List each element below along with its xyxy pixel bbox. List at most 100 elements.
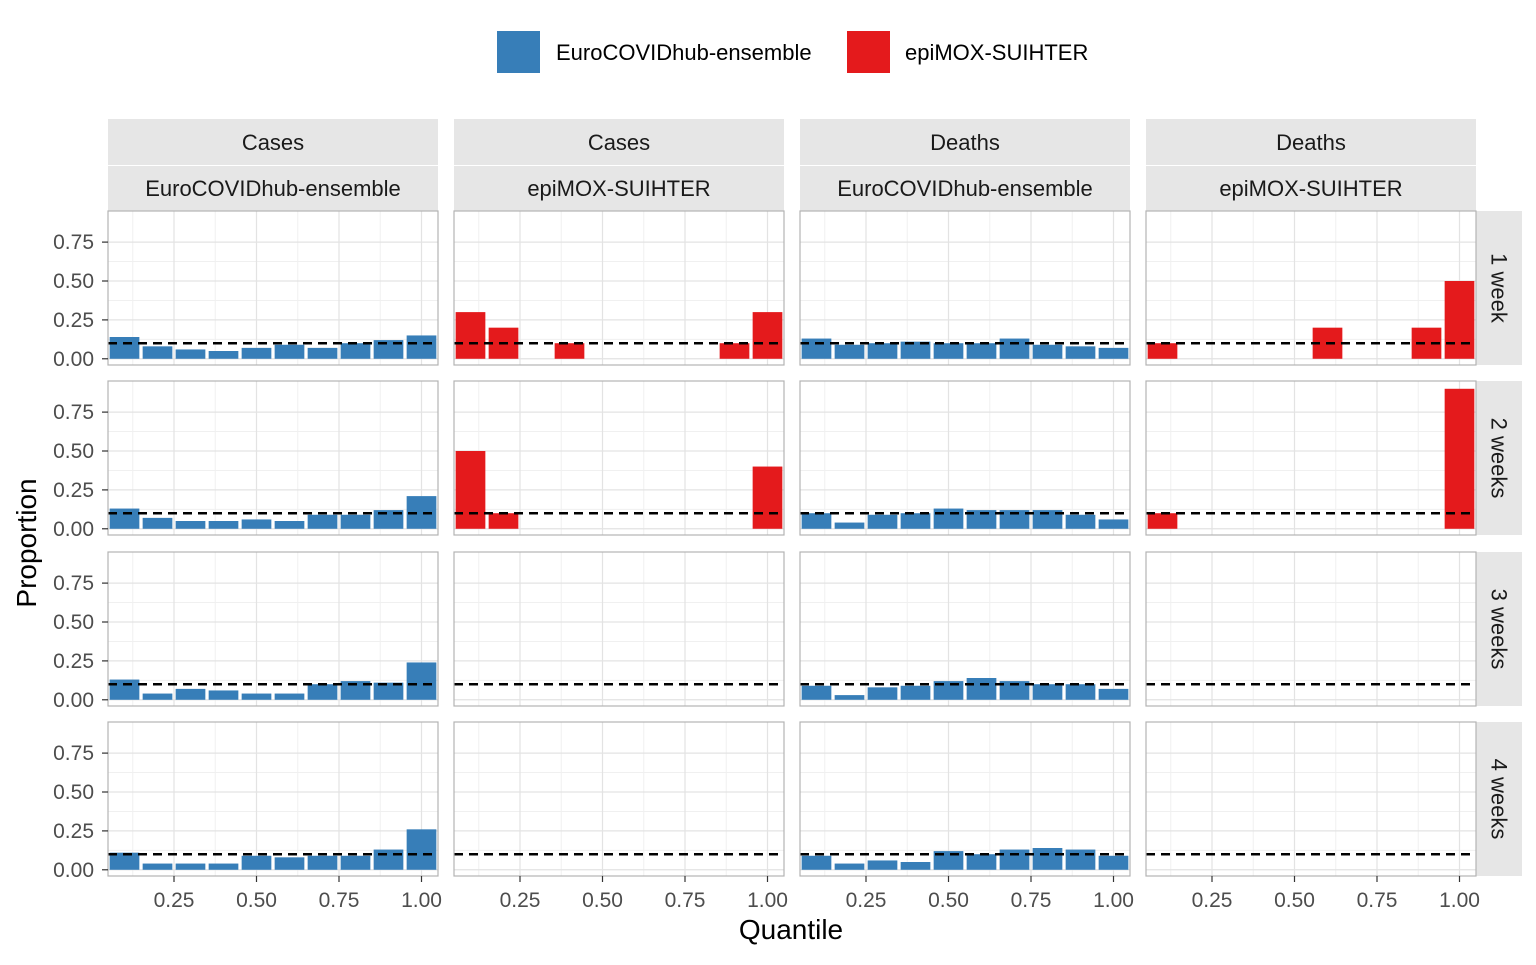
panel-border-2-4 [1145, 380, 1477, 536]
bar-2-4-10 [1444, 388, 1475, 529]
panel-bg-1-3 [800, 211, 1130, 365]
bar-2-3-9 [1065, 514, 1096, 529]
y-tick-label-4-1: 0.00 [53, 859, 94, 882]
bar-4-3-6 [966, 854, 997, 870]
bar-2-3-8 [1032, 510, 1063, 529]
y-tick-label-2-3: 0.50 [53, 440, 94, 463]
bar-2-4-1 [1147, 513, 1178, 529]
strip-model-label-2: epiMOX-SUIHTER [527, 176, 710, 201]
strip-model-label-4: epiMOX-SUIHTER [1219, 176, 1402, 201]
bar-3-1-7 [307, 684, 338, 700]
bar-2-3-1 [801, 513, 832, 529]
panel-bg-3-3 [800, 552, 1130, 706]
y-tick-label-1-1: 0.00 [53, 348, 94, 371]
bar-4-3-4 [900, 862, 931, 870]
bar-1-3-6 [966, 343, 997, 359]
x-tick-label-1-4: 1.00 [401, 889, 442, 912]
y-tick-label-1-3: 0.50 [53, 270, 94, 293]
bar-1-2-9 [719, 343, 750, 359]
bar-4-1-8 [340, 855, 371, 870]
bar-4-3-7 [999, 849, 1030, 870]
x-tick-label-3-2: 0.50 [928, 889, 969, 912]
bar-3-3-7 [999, 681, 1030, 700]
bar-1-4-10 [1444, 281, 1475, 359]
bar-3-1-2 [142, 693, 173, 700]
bar-2-3-2 [834, 522, 865, 529]
panel-border-3-4 [1145, 551, 1477, 707]
strip-model-label-3: EuroCOVIDhub-ensemble [837, 176, 1093, 201]
bar-4-1-7 [307, 855, 338, 870]
bar-4-3-10 [1098, 855, 1129, 870]
bar-2-3-4 [900, 513, 931, 529]
bar-1-3-7 [999, 338, 1030, 359]
bar-1-1-10 [406, 335, 437, 359]
legend-swatch-2 [847, 31, 890, 73]
panel-border-3-2 [453, 551, 785, 707]
panel-border-2-2 [453, 380, 785, 536]
panel-border-4-3 [799, 721, 1131, 877]
bar-4-3-2 [834, 863, 865, 870]
bar-4-3-5 [933, 851, 964, 870]
bar-1-1-8 [340, 343, 371, 359]
y-tick-label-2-2: 0.25 [53, 479, 94, 502]
y-tick-label-1-2: 0.25 [53, 309, 94, 332]
panel-border-1-3 [799, 210, 1131, 366]
strip-model-label-1: EuroCOVIDhub-ensemble [145, 176, 401, 201]
bar-1-1-7 [307, 347, 338, 359]
bar-4-3-3 [867, 860, 898, 870]
bar-2-2-1 [455, 451, 486, 529]
bar-2-3-5 [933, 508, 964, 529]
x-tick-label-4-1: 0.25 [1192, 889, 1233, 912]
x-tick-label-4-3: 0.75 [1357, 889, 1398, 912]
bar-2-1-3 [175, 521, 206, 529]
bar-3-1-3 [175, 688, 206, 700]
bar-4-3-8 [1032, 848, 1063, 870]
y-tick-label-4-2: 0.25 [53, 820, 94, 843]
panel-bg-3-2 [454, 552, 784, 706]
strip-horizon-label-4: 4 weeks [1487, 759, 1512, 840]
bar-2-1-4 [208, 521, 239, 529]
bar-2-1-5 [241, 519, 272, 529]
panel-bg-2-2 [454, 381, 784, 535]
y-tick-label-1-4: 0.75 [53, 231, 94, 254]
bar-3-1-6 [274, 693, 305, 700]
bar-4-1-3 [175, 863, 206, 870]
panel-border-4-4 [1145, 721, 1477, 877]
strip-model-bg-4 [1146, 166, 1476, 211]
bar-3-3-4 [900, 685, 931, 700]
bar-2-2-2 [488, 513, 519, 529]
legend-label-2: epiMOX-SUIHTER [905, 40, 1088, 65]
bar-1-3-10 [1098, 347, 1129, 359]
panel-border-2-3 [799, 380, 1131, 536]
panel-bg-2-4 [1146, 381, 1476, 535]
bar-2-3-10 [1098, 519, 1129, 529]
bar-4-1-5 [241, 855, 272, 870]
strip-horizon-bg-4 [1476, 722, 1522, 876]
bar-1-3-1 [801, 338, 832, 359]
bar-2-1-9 [373, 510, 404, 529]
x-tick-label-2-3: 0.75 [665, 889, 706, 912]
bar-3-1-1 [109, 679, 140, 700]
bar-1-1-9 [373, 340, 404, 359]
legend-swatch-1 [497, 31, 540, 73]
panel-bg-4-2 [454, 722, 784, 876]
x-tick-label-3-1: 0.25 [846, 889, 887, 912]
strip-target-bg-4 [1146, 119, 1476, 165]
strip-target-bg-3 [800, 119, 1130, 165]
x-tick-label-1-3: 0.75 [319, 889, 360, 912]
x-tick-label-2-4: 1.00 [747, 889, 788, 912]
strip-horizon-label-2: 2 weeks [1487, 418, 1512, 499]
bar-3-1-10 [406, 662, 437, 700]
bar-2-3-3 [867, 514, 898, 529]
bar-1-3-2 [834, 344, 865, 359]
x-tick-label-1-2: 0.50 [236, 889, 277, 912]
panel-border-2-1 [107, 380, 439, 536]
bar-3-3-2 [834, 695, 865, 700]
strip-horizon-bg-1 [1476, 211, 1522, 365]
strip-target-bg-2 [454, 119, 784, 165]
bar-3-1-5 [241, 693, 272, 700]
strip-target-label-4: Deaths [1276, 130, 1346, 155]
bar-1-4-1 [1147, 343, 1178, 359]
y-tick-label-3-1: 0.00 [53, 689, 94, 712]
